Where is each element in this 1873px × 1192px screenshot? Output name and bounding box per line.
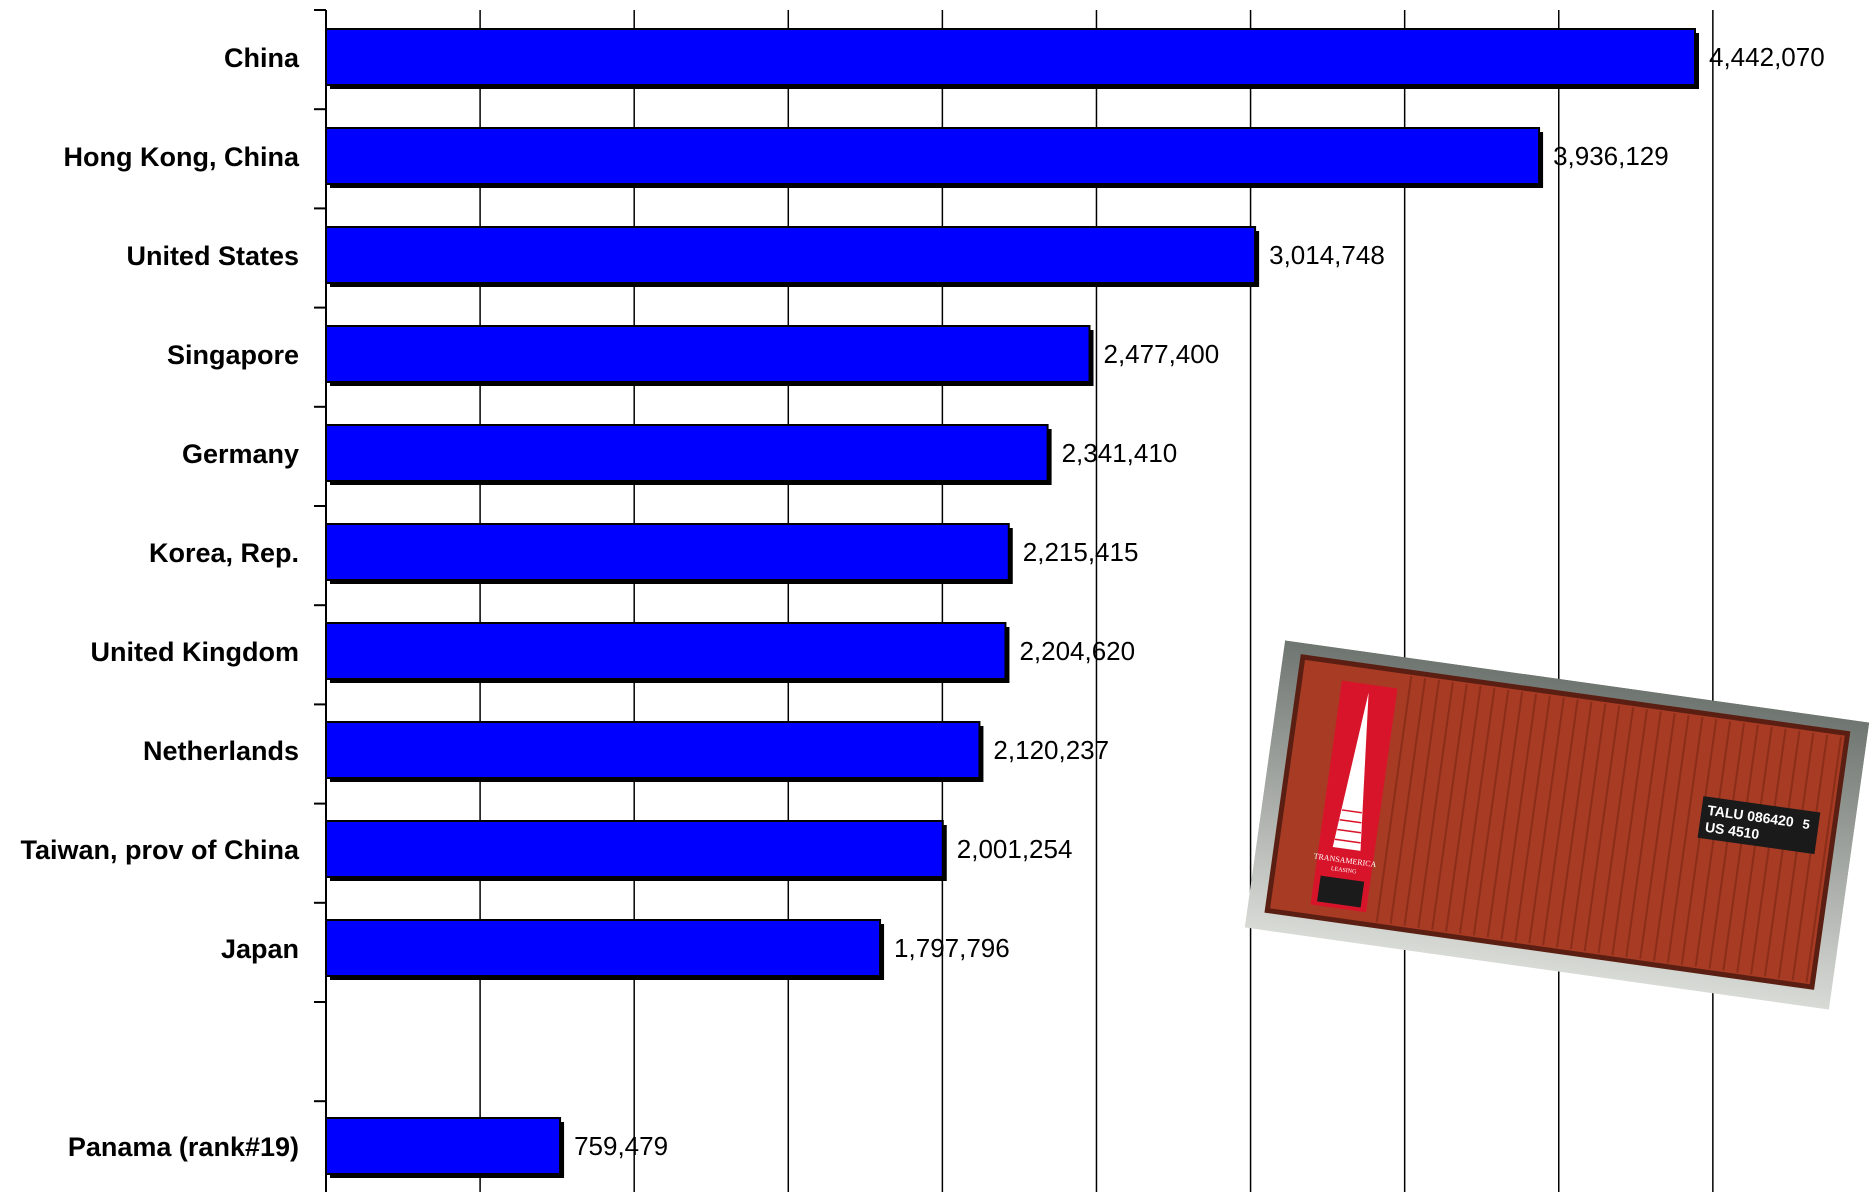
pyramid-logo-lines [1334, 809, 1362, 844]
data-label: 2,215,415 [1023, 537, 1139, 567]
category-label: Germany [182, 439, 299, 469]
category-label: Japan [221, 934, 299, 964]
pyramid-logo [1332, 692, 1369, 851]
container-rib [1680, 718, 1718, 965]
container-rib [1514, 695, 1551, 942]
category-label: Singapore [167, 340, 299, 370]
category-label: Taiwan, prov of China [20, 835, 300, 865]
data-label: 1,797,796 [894, 933, 1010, 963]
data-label: 2,341,410 [1062, 438, 1178, 468]
container-rib [1542, 699, 1579, 946]
category-label: Netherlands [143, 736, 299, 766]
container-rib [1639, 713, 1676, 960]
bar [325, 622, 1007, 680]
container-rib [1736, 726, 1773, 973]
data-label: 4,442,070 [1709, 42, 1825, 72]
container-body [1267, 657, 1848, 988]
container-code-plate [1697, 796, 1821, 855]
category-label: Panama (rank#19) [68, 1132, 299, 1162]
container-rib [1556, 701, 1593, 948]
container-rib [1472, 689, 1510, 936]
container-rib [1805, 736, 1843, 983]
container-rib [1722, 724, 1759, 971]
container-rib [1417, 681, 1454, 928]
container-rib [1694, 720, 1732, 967]
value-labels: 4,442,070 3,936,129 3,014,748 2,477,400 2,34… [574, 42, 1825, 1161]
container-rib [1583, 705, 1621, 952]
data-label: 2,001,254 [957, 834, 1073, 864]
container-rib [1569, 703, 1607, 950]
bar [325, 523, 1010, 581]
data-label: 2,477,400 [1104, 339, 1220, 369]
brand-panel-base [1317, 875, 1365, 908]
container-rib [1486, 691, 1524, 938]
bar [325, 424, 1049, 482]
category-label: United Kingdom [91, 637, 299, 667]
container-rib [1763, 730, 1801, 977]
category-labels: China Hong Kong, China United States Singap… [20, 43, 300, 1162]
category-label: United States [126, 241, 299, 271]
container-rib [1445, 685, 1482, 932]
container-rib [1750, 728, 1787, 975]
bar [325, 28, 1696, 86]
category-label: China [224, 43, 300, 73]
container-rib [1666, 717, 1704, 963]
container-rib [1611, 709, 1648, 956]
bar [325, 919, 882, 977]
container-rib [1625, 711, 1662, 958]
container-rib [1389, 678, 1427, 924]
container-rib [1403, 680, 1440, 926]
data-label: 3,014,748 [1269, 240, 1385, 270]
bar [325, 1117, 562, 1175]
container-rib [1375, 676, 1413, 922]
container-rib [1528, 697, 1565, 944]
container-ribs [1375, 676, 1843, 983]
container-rib [1653, 715, 1690, 961]
container-rib [1777, 732, 1815, 979]
bars [325, 28, 1699, 1178]
bar [325, 226, 1257, 284]
category-label: Korea, Rep. [149, 538, 299, 568]
data-label: 2,204,620 [1019, 636, 1135, 666]
category-label: Hong Kong, China [64, 142, 300, 172]
data-label: 2,120,237 [993, 735, 1109, 765]
container-frame [1264, 654, 1851, 990]
container-rib [1597, 707, 1635, 954]
container-check-digit: 5 [1802, 816, 1811, 832]
bar [325, 721, 981, 779]
brand-subname: LEASING [1330, 866, 1357, 876]
container-rib [1708, 722, 1746, 969]
container-rib [1500, 693, 1538, 940]
container-type-code: US 4510 [1704, 819, 1760, 842]
container-rib [1458, 687, 1496, 934]
bar [325, 820, 944, 878]
gridlines [314, 9, 1714, 1192]
bar [325, 325, 1091, 383]
shipping-container-photo: TRANSAMERICA LEASING TALU 086420 5 US 45… [1244, 640, 1870, 1010]
data-label: 759,479 [574, 1131, 668, 1161]
bar [325, 127, 1541, 185]
data-label: 3,936,129 [1553, 141, 1669, 171]
container-rib [1791, 734, 1829, 981]
container-rib [1431, 683, 1468, 930]
